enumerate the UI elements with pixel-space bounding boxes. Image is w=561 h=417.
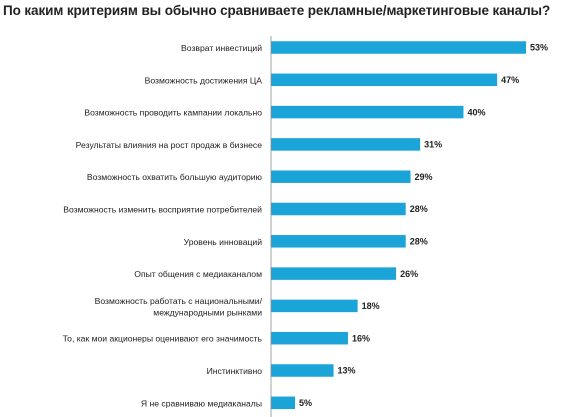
bars-group: 53% Возврат инвестиций 47% Возможность дост… bbox=[63, 41, 548, 410]
category-label: Возможность охватить большую аудиторию bbox=[87, 172, 263, 182]
bar-value-label: 31% bbox=[424, 140, 442, 150]
bar-value-label: 40% bbox=[467, 107, 485, 117]
bar bbox=[271, 41, 526, 54]
category-label: Уровень инноваций bbox=[184, 237, 263, 247]
category-label: Возможность работать с национальными/меж… bbox=[95, 296, 263, 318]
bar-value-label: 26% bbox=[400, 269, 418, 279]
bar bbox=[271, 364, 334, 377]
chart-title: По каким критериям вы обычно сравниваете… bbox=[3, 3, 551, 18]
bar bbox=[271, 331, 348, 345]
bar-value-label: 28% bbox=[410, 237, 428, 247]
bar-value-label: 5% bbox=[299, 398, 312, 408]
bar bbox=[271, 299, 358, 313]
bar-value-label: 28% bbox=[410, 204, 428, 214]
bar bbox=[271, 138, 421, 151]
category-label: Результаты влияния на рост продаж в бизн… bbox=[76, 140, 263, 150]
category-label: Возможность изменить восприятие потребит… bbox=[63, 205, 262, 215]
bar bbox=[271, 105, 464, 119]
category-label: Инстинктивно bbox=[207, 366, 263, 376]
category-label: То, как мои акционеры оценивают его знач… bbox=[63, 334, 263, 344]
bar-value-label: 53% bbox=[530, 43, 548, 53]
category-label: Опыт общения с медиаканалом bbox=[134, 269, 262, 279]
bar-value-label: 13% bbox=[338, 366, 356, 376]
bar-value-label: 29% bbox=[415, 172, 433, 182]
category-label: Возврат инвестиций bbox=[181, 43, 262, 53]
bar bbox=[271, 170, 411, 183]
bar bbox=[271, 202, 406, 216]
category-label: Возможность проводить кампании локально bbox=[84, 108, 262, 118]
bar-value-label: 47% bbox=[501, 75, 519, 85]
bar bbox=[271, 235, 406, 248]
bar bbox=[271, 267, 397, 280]
bar bbox=[271, 396, 296, 410]
bar-value-label: 18% bbox=[362, 301, 380, 311]
category-label: Я не сравниваю медиаканалы bbox=[141, 398, 262, 408]
bar bbox=[271, 73, 498, 87]
bar-value-label: 16% bbox=[352, 333, 370, 343]
category-label: Возможность достижения ЦА bbox=[145, 75, 263, 85]
